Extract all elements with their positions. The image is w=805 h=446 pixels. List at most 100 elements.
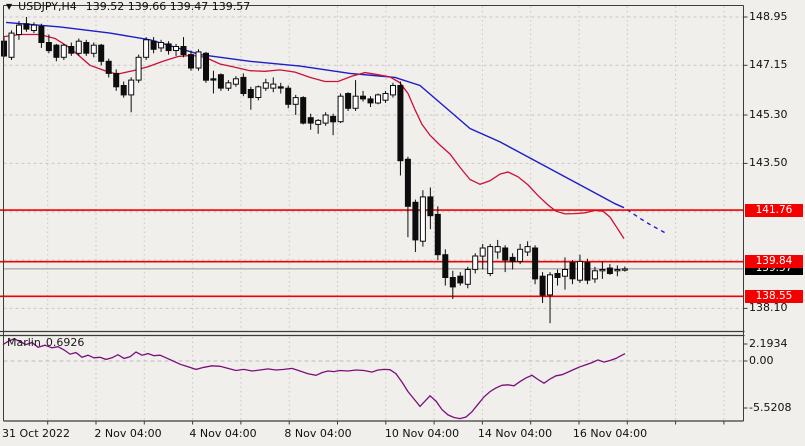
- candle-body: [45, 42, 52, 52]
- candle-body: [75, 40, 82, 54]
- candle-body: [390, 85, 396, 96]
- symbol-period-label: USDJPY,H4: [18, 0, 77, 13]
- candle-body: [53, 44, 60, 58]
- candle-body: [68, 46, 75, 54]
- candle-body: [307, 117, 314, 124]
- candle-body: [397, 85, 404, 162]
- candle-body: [98, 44, 105, 62]
- candle-body: [143, 39, 150, 58]
- time-axis-label: 10 Nov 04:00: [384, 427, 460, 440]
- indicator-axis-label: 0.00: [749, 354, 774, 367]
- candle-body: [457, 275, 464, 284]
- candle-body: [262, 82, 269, 89]
- time-axis-label: 14 Nov 04:00: [477, 427, 553, 440]
- candle-body: [292, 97, 299, 105]
- price-axis-label: 147.15: [749, 58, 788, 72]
- candle-body: [367, 98, 374, 104]
- candle-body: [472, 255, 479, 270]
- candle-body: [8, 32, 15, 58]
- ohlc-readout: 139.52 139.66 139.47 139.57: [85, 0, 251, 13]
- candle-body: [165, 43, 172, 52]
- candle-body: [509, 256, 516, 262]
- symbol-dropdown-icon[interactable]: ▼: [6, 2, 13, 11]
- price-axis-label: 138.10: [749, 301, 788, 315]
- candle-body: [502, 247, 509, 261]
- candle-body: [427, 196, 434, 217]
- candle-body: [479, 247, 486, 257]
- indicator-name-label: Marlin 0.6926: [7, 337, 84, 349]
- candle-body: [16, 24, 22, 35]
- time-axis-label: 2 Nov 04:00: [94, 427, 162, 440]
- price-axis-label: 145.30: [749, 108, 788, 122]
- candle-body: [345, 93, 352, 109]
- candle-body: [584, 262, 591, 281]
- level-price-badge: 138.55: [745, 289, 803, 303]
- candle-body: [285, 87, 292, 105]
- time-axis-label: 8 Nov 04:00: [284, 427, 352, 440]
- candle-body: [330, 115, 337, 123]
- slow-ma-projection-line: [626, 209, 666, 234]
- candle-body: [150, 40, 157, 50]
- candle-body: [322, 114, 329, 124]
- indicator-name: Marlin: [7, 336, 41, 349]
- candle-body: [180, 46, 187, 56]
- candle-body: [158, 42, 165, 49]
- candle-body: [375, 94, 381, 104]
- candle-body: [524, 246, 531, 253]
- candle-body: [60, 44, 67, 58]
- candle-body: [38, 25, 45, 43]
- candle-body: [113, 72, 120, 88]
- candle-body: [621, 268, 628, 271]
- candle-body: [547, 274, 553, 296]
- price-axis-label: 148.95: [749, 10, 788, 23]
- candle-body: [135, 56, 142, 81]
- candle-body: [494, 246, 501, 253]
- candle-body: [195, 51, 202, 69]
- candle-body: [464, 269, 471, 285]
- candle-body: [434, 213, 441, 256]
- candle-body: [382, 93, 389, 101]
- candle-body: [419, 196, 426, 242]
- candle-body: [225, 82, 232, 89]
- slow-ma-line: [5, 21, 625, 209]
- candle-body: [255, 86, 262, 99]
- candle-body: [128, 79, 135, 96]
- candle-body: [277, 86, 284, 89]
- candle-body: [449, 277, 456, 288]
- candle-body: [606, 267, 613, 275]
- time-axis-label: 16 Nov 04:00: [572, 427, 648, 440]
- indicator-value: 0.6926: [45, 336, 85, 349]
- chart-title-bar: ▼ USDJPY,H4 139.52 139.66 139.47 139.57: [6, 1, 250, 13]
- candle-body: [539, 275, 546, 296]
- candle-body: [352, 95, 359, 109]
- marlin-indicator-line: [2, 338, 626, 420]
- candle-body: [232, 78, 239, 85]
- candle-body: [360, 95, 366, 100]
- candle-body: [30, 24, 37, 32]
- candle-body: [591, 270, 598, 280]
- candle-body: [614, 269, 621, 272]
- candle-body: [412, 201, 419, 241]
- candle-body: [562, 269, 568, 277]
- candle-body: [240, 76, 247, 95]
- fast-ma-line: [3, 33, 625, 239]
- candle-body: [105, 60, 112, 74]
- candle-body: [577, 260, 583, 281]
- candle-body: [517, 248, 524, 262]
- candle-body: [23, 23, 30, 30]
- time-axis-label: 31 Oct 2022: [1, 427, 71, 440]
- indicator-axis-label: -5.5208: [749, 401, 792, 414]
- candle-body: [315, 119, 322, 125]
- candle-body: [442, 254, 449, 278]
- candle-body: [487, 246, 494, 275]
- candle-body: [83, 42, 90, 54]
- price-axis-label: 143.50: [749, 156, 788, 170]
- candle-body: [120, 85, 127, 96]
- candle-body: [599, 269, 606, 272]
- candle-body: [210, 78, 217, 81]
- candle-body: [554, 273, 561, 278]
- level-price-badge: 141.76: [745, 203, 803, 217]
- candle-body: [173, 46, 179, 51]
